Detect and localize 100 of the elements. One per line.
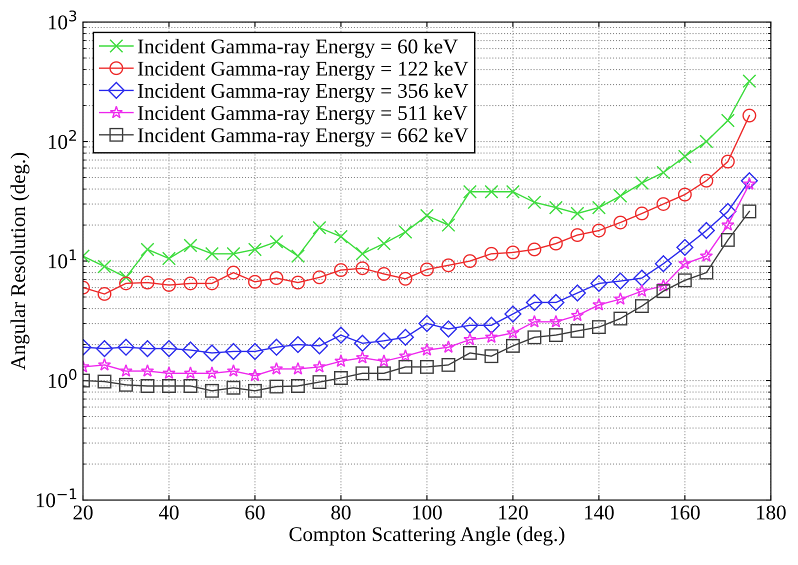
point bbox=[527, 330, 542, 344]
point bbox=[678, 273, 692, 288]
point bbox=[226, 364, 240, 377]
point bbox=[721, 218, 735, 231]
point bbox=[634, 176, 649, 190]
point bbox=[700, 249, 714, 262]
x-tick-label: 20 bbox=[73, 505, 93, 520]
point bbox=[98, 374, 112, 389]
point bbox=[633, 270, 650, 287]
point bbox=[377, 354, 391, 367]
point bbox=[548, 236, 563, 251]
point bbox=[484, 330, 498, 344]
x-axis-title: Compton Scattering Angle (deg.) bbox=[290, 526, 564, 546]
point bbox=[484, 184, 498, 199]
point bbox=[418, 314, 436, 332]
point bbox=[461, 316, 478, 334]
point bbox=[420, 360, 434, 374]
point bbox=[613, 216, 628, 230]
point bbox=[590, 274, 608, 292]
point bbox=[613, 189, 628, 203]
point bbox=[138, 340, 156, 358]
point bbox=[289, 336, 307, 354]
point bbox=[570, 206, 584, 220]
point bbox=[184, 379, 198, 393]
point bbox=[440, 320, 457, 338]
point bbox=[203, 344, 221, 362]
point bbox=[140, 242, 154, 256]
point bbox=[354, 334, 371, 352]
point bbox=[720, 114, 735, 128]
point bbox=[720, 233, 735, 247]
point bbox=[205, 276, 219, 290]
point bbox=[117, 338, 135, 356]
point bbox=[140, 364, 154, 377]
legend-label: Incident Gamma-ray Energy = 60 keV bbox=[138, 38, 458, 58]
x-tick-label: 120 bbox=[499, 505, 528, 520]
point bbox=[398, 349, 412, 362]
point bbox=[634, 206, 649, 220]
point bbox=[334, 371, 348, 385]
point bbox=[396, 328, 414, 346]
point bbox=[310, 337, 328, 354]
point bbox=[462, 184, 477, 199]
y-axis-title: Angular Resolution (deg.) bbox=[10, 152, 30, 370]
point bbox=[592, 298, 606, 311]
point bbox=[484, 349, 498, 364]
point bbox=[398, 225, 412, 239]
point bbox=[119, 364, 133, 377]
point bbox=[441, 218, 456, 232]
point bbox=[420, 208, 434, 223]
point bbox=[462, 346, 477, 360]
point bbox=[742, 108, 756, 122]
point bbox=[742, 204, 756, 218]
point bbox=[441, 358, 456, 372]
point bbox=[119, 276, 133, 290]
point bbox=[355, 366, 370, 380]
point bbox=[226, 380, 240, 395]
point bbox=[356, 350, 370, 364]
point bbox=[506, 326, 520, 339]
point bbox=[226, 246, 240, 261]
point bbox=[98, 260, 112, 274]
point bbox=[270, 362, 284, 375]
point bbox=[312, 360, 326, 373]
point bbox=[98, 358, 112, 371]
x-tick-label: 160 bbox=[671, 505, 700, 520]
point bbox=[656, 284, 670, 298]
point bbox=[355, 261, 370, 276]
point bbox=[698, 222, 715, 240]
x-tick-label: 140 bbox=[585, 505, 614, 520]
point bbox=[656, 197, 670, 211]
point bbox=[614, 292, 628, 305]
point bbox=[312, 220, 326, 235]
legend-label: Incident Gamma-ray Energy = 662 keV bbox=[138, 128, 468, 147]
point bbox=[656, 278, 670, 292]
point bbox=[162, 366, 176, 380]
point bbox=[291, 276, 305, 290]
point bbox=[678, 256, 692, 270]
point bbox=[162, 278, 176, 292]
point bbox=[549, 314, 563, 328]
point bbox=[291, 379, 305, 393]
y-tick-label: 10$^{1}$ bbox=[48, 250, 76, 268]
point bbox=[420, 262, 434, 276]
y-tick-label: 10$^{3}$ bbox=[48, 10, 76, 30]
legend-label: Incident Gamma-ray Energy = 122 keV bbox=[138, 61, 468, 80]
point bbox=[699, 134, 714, 148]
point bbox=[548, 200, 563, 215]
point bbox=[270, 234, 284, 249]
point bbox=[506, 184, 520, 199]
point bbox=[248, 242, 262, 256]
point bbox=[742, 74, 756, 88]
point bbox=[96, 340, 114, 358]
point bbox=[678, 150, 692, 164]
x-tick-label: 100 bbox=[413, 505, 442, 520]
point bbox=[140, 379, 154, 393]
point bbox=[463, 332, 477, 346]
point bbox=[398, 272, 412, 286]
point bbox=[184, 276, 198, 290]
point bbox=[160, 340, 178, 358]
point bbox=[246, 342, 264, 360]
point bbox=[570, 228, 584, 242]
legend-label: Incident Gamma-ray Energy = 511 keV bbox=[138, 105, 468, 124]
point bbox=[442, 340, 456, 353]
